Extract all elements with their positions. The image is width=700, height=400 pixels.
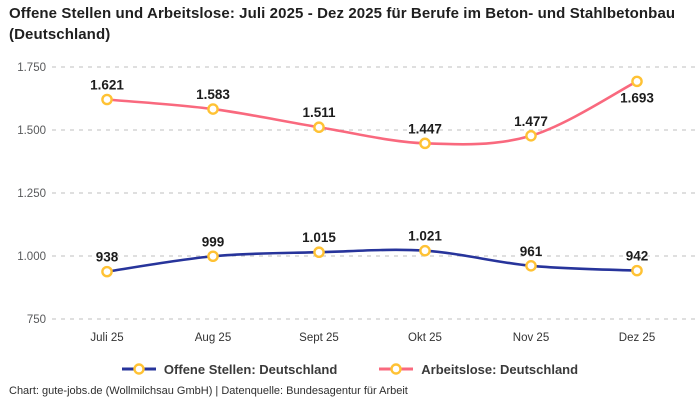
chart-legend: Offene Stellen: Deutschland Arbeitslose: … [0, 358, 700, 380]
data-point-label: 1.511 [302, 105, 336, 120]
data-point-marker[interactable] [101, 93, 113, 106]
line-chart-plot-area: 750 1.000 1.250 1.500 1.750 Juli 25 Aug 25 Sept… [17, 62, 696, 344]
legend-item-offene-stellen[interactable]: Offene Stellen: Deutschland [121, 361, 338, 377]
legend-marker-icon [379, 363, 414, 375]
data-point-label: 1.583 [196, 87, 230, 102]
data-point-marker[interactable] [207, 250, 219, 263]
data-point-marker[interactable] [631, 264, 643, 277]
chart-title: Offene Stellen und Arbeitslose: Juli 202… [9, 5, 676, 43]
legend-circle-marker [133, 363, 145, 375]
y-axis-tick-label: 1.000 [17, 251, 46, 263]
legend-label: Arbeitslose: Deutschland [421, 361, 579, 377]
x-axis-tick-label: Dez 25 [619, 332, 655, 344]
data-point-label: 999 [202, 234, 225, 249]
data-point-marker[interactable] [419, 137, 431, 150]
data-point-label: 1.621 [90, 78, 124, 93]
data-point-marker[interactable] [207, 103, 219, 115]
legend-circle-marker [390, 363, 402, 375]
x-axis-tick-label: Aug 25 [195, 332, 231, 344]
data-point-label: 938 [96, 250, 119, 265]
data-point-marker[interactable] [313, 246, 325, 259]
x-axis-tick-label: Nov 25 [513, 332, 549, 344]
x-axis-tick-label: Sept 25 [299, 332, 339, 344]
y-axis-tick-label: 1.750 [17, 62, 46, 74]
data-point-label: 1.021 [408, 229, 442, 244]
chart-source-note: Chart: gute-jobs.de (Wollmilchsau GmbH) … [9, 385, 408, 397]
x-axis-tick-label: Okt 25 [408, 332, 442, 344]
series-line [105, 248, 639, 273]
data-point-label: 1.015 [302, 230, 336, 245]
data-point-label: 961 [520, 244, 543, 259]
x-axis-tick-label: Juli 25 [90, 332, 123, 344]
legend-marker-icon [121, 363, 156, 375]
y-axis-tick-label: 1.500 [17, 125, 46, 137]
data-point-marker[interactable] [419, 244, 431, 257]
data-point-marker[interactable] [525, 129, 537, 142]
series-line [105, 80, 639, 146]
data-point-label: 1.477 [514, 114, 548, 129]
legend-item-arbeitslose[interactable]: Arbeitslose: Deutschland [379, 362, 578, 377]
data-point-label: 942 [626, 249, 649, 264]
data-point-marker[interactable] [631, 75, 643, 88]
y-axis-tick-label: 1.250 [17, 188, 46, 200]
data-point-marker[interactable] [101, 265, 113, 278]
data-point-marker[interactable] [313, 121, 325, 134]
data-point-marker[interactable] [525, 260, 537, 272]
data-point-label: 1.447 [408, 121, 442, 136]
data-point-label: 1.693 [620, 90, 654, 105]
y-axis-tick-label: 750 [27, 314, 46, 326]
legend-label: Offene Stellen: Deutschland [163, 361, 338, 377]
